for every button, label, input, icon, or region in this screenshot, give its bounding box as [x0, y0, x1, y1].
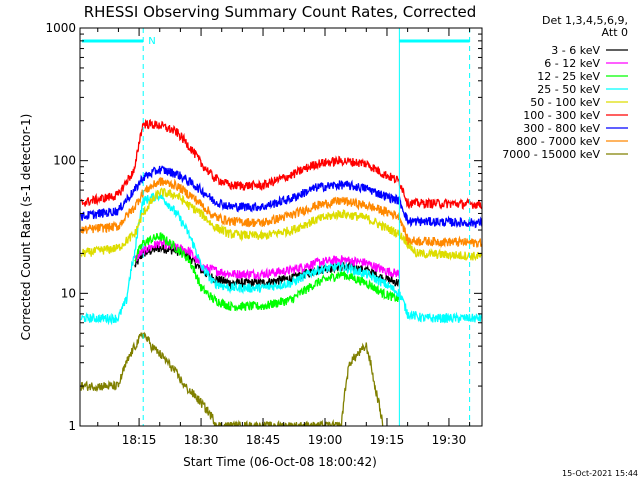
legend-label: 12 - 25 keV — [537, 70, 600, 83]
series-line-7 — [80, 165, 482, 229]
chart-title: RHESSI Observing Summary Count Rates, Co… — [84, 3, 477, 21]
legend-label: 300 - 800 keV — [523, 122, 600, 135]
series-line-6 — [80, 118, 482, 211]
legend-label: 6 - 12 keV — [544, 57, 600, 70]
series-line-5 — [80, 187, 482, 262]
y-tick-label: 1 — [68, 419, 76, 433]
x-tick-label: 19:00 — [308, 433, 343, 447]
x-tick-label: 18:15 — [122, 433, 157, 447]
x-tick-label: 19:15 — [370, 433, 405, 447]
legend-label: 50 - 100 keV — [530, 96, 600, 109]
y-tick-label: 10 — [61, 286, 76, 300]
series-line-8 — [80, 176, 482, 249]
y-axis-label: Corrected Count Rate (s-1 detector-1) — [19, 114, 33, 341]
legend-label: 100 - 300 keV — [523, 109, 600, 122]
y-tick-label: 1000 — [45, 21, 76, 35]
x-tick-label: 19:30 — [432, 433, 467, 447]
legend-header-line: Att 0 — [602, 26, 628, 39]
timestamp-label: 15-Oct-2021 15:44 — [562, 469, 638, 478]
series-layer — [80, 118, 482, 426]
x-axis-label: Start Time (06-Oct-08 18:00:42) — [183, 455, 377, 469]
series-line-3 — [134, 232, 400, 312]
legend-header-line: Det 1,3,4,5,6,9, — [542, 14, 628, 27]
legend-label: 7000 - 15000 keV — [502, 148, 600, 161]
x-tick-label: 18:30 — [184, 433, 219, 447]
legend-label: 3 - 6 keV — [551, 44, 600, 57]
y-tick-label: 100 — [53, 154, 76, 168]
legend-label: 25 - 50 keV — [537, 83, 600, 96]
saa-annotation: N — [148, 36, 155, 47]
y-axis: 1 10 100 1000 — [45, 21, 482, 433]
x-axis: 18:15 18:30 18:45 19:00 19:15 19:30 — [97, 28, 471, 447]
annotation-layer: N — [82, 28, 471, 426]
x-tick-label: 18:45 — [246, 433, 281, 447]
plot-frame — [79, 27, 483, 427]
series-line-2 — [134, 236, 400, 281]
series-line-9 — [80, 331, 384, 426]
legend-label: 800 - 7000 keV — [516, 135, 600, 148]
series-line-4 — [80, 191, 482, 326]
